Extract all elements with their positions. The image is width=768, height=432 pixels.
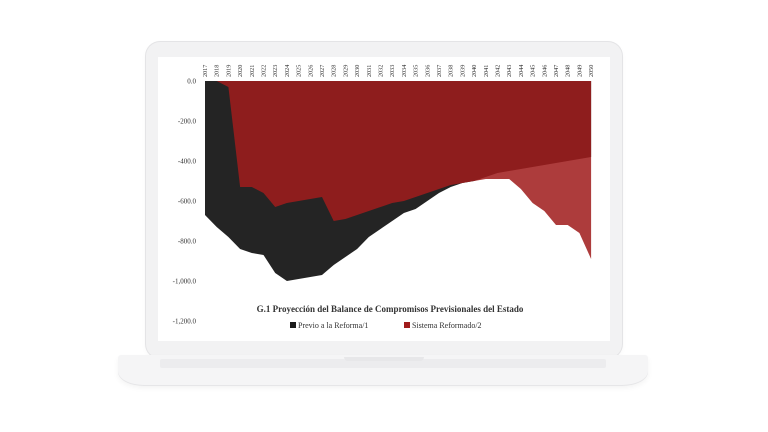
x-tick-label: 2028	[331, 65, 338, 77]
x-tick-label: 2029	[342, 65, 349, 77]
y-tick-label: -600.0	[178, 198, 197, 206]
legend-label-previo: Previo a la Reforma/1	[298, 321, 368, 330]
y-tick-label: -800.0	[178, 238, 197, 246]
x-tick-label: 2049	[576, 65, 583, 77]
x-tick-label: 2020	[237, 65, 244, 77]
x-tick-label: 2023	[272, 65, 279, 77]
y-tick-label: -200.0	[178, 118, 197, 126]
laptop-screen: 0.0 -200.0 -400.0 -600.0 -800.0 -1,000.0 -1,20…	[158, 57, 610, 341]
x-tick-label: 2022	[261, 65, 268, 77]
balance-chart: 0.0 -200.0 -400.0 -600.0 -800.0 -1,000.0 -1,20…	[173, 65, 595, 330]
x-tick-label: 2032	[378, 65, 385, 77]
x-tick-label: 2035	[413, 65, 420, 77]
x-axis: 2017 2018 2019 2020 2021 2022 2023 2024 2025 2026…	[202, 65, 595, 77]
x-tick-label: 2041	[483, 65, 490, 77]
laptop-keyboard	[160, 359, 606, 368]
x-tick-label: 2040	[471, 65, 478, 77]
legend: Previo a la Reforma/1 Sistema Reformado/…	[290, 321, 482, 330]
y-tick-label: 0.0	[187, 78, 196, 86]
x-tick-label: 2033	[389, 65, 396, 77]
x-tick-label: 2044	[518, 65, 525, 77]
x-tick-label: 2024	[284, 65, 291, 77]
x-tick-label: 2030	[354, 65, 361, 77]
x-tick-label: 2025	[296, 65, 303, 77]
y-axis: 0.0 -200.0 -400.0 -600.0 -800.0 -1,000.0 -1,20…	[173, 78, 197, 326]
x-tick-label: 2018	[214, 65, 221, 77]
x-tick-label: 2050	[588, 65, 595, 77]
x-tick-label: 2021	[249, 65, 256, 77]
y-tick-label: -1,000.0	[173, 278, 197, 286]
legend-label-reformado: Sistema Reformado/2	[412, 321, 482, 330]
y-tick-label: -400.0	[178, 158, 197, 166]
legend-swatch-previo	[290, 322, 296, 328]
x-tick-label: 2036	[424, 65, 431, 77]
x-tick-label: 2031	[366, 65, 373, 77]
x-tick-label: 2034	[401, 65, 408, 77]
x-tick-label: 2039	[459, 65, 466, 77]
x-tick-label: 2027	[319, 65, 326, 77]
x-tick-label: 2047	[553, 65, 560, 77]
chart-title: G.1 Proyección del Balance de Compromiso…	[257, 304, 524, 314]
x-tick-label: 2037	[436, 65, 443, 77]
series-area-sistema-reformado-2	[205, 81, 592, 259]
x-tick-label: 2026	[307, 65, 314, 77]
x-tick-label: 2045	[530, 65, 537, 77]
x-tick-label: 2019	[225, 65, 232, 77]
x-tick-label: 2038	[448, 65, 455, 77]
series-areas	[205, 81, 592, 281]
x-tick-label: 2042	[495, 65, 502, 77]
x-tick-label: 2048	[565, 65, 572, 77]
x-tick-label: 2046	[541, 65, 548, 77]
y-tick-label: -1,200.0	[173, 318, 197, 326]
legend-swatch-reformado	[404, 322, 410, 328]
x-tick-label: 2043	[506, 65, 513, 77]
x-tick-label: 2017	[202, 65, 209, 77]
laptop-hinge-notch	[344, 357, 424, 361]
